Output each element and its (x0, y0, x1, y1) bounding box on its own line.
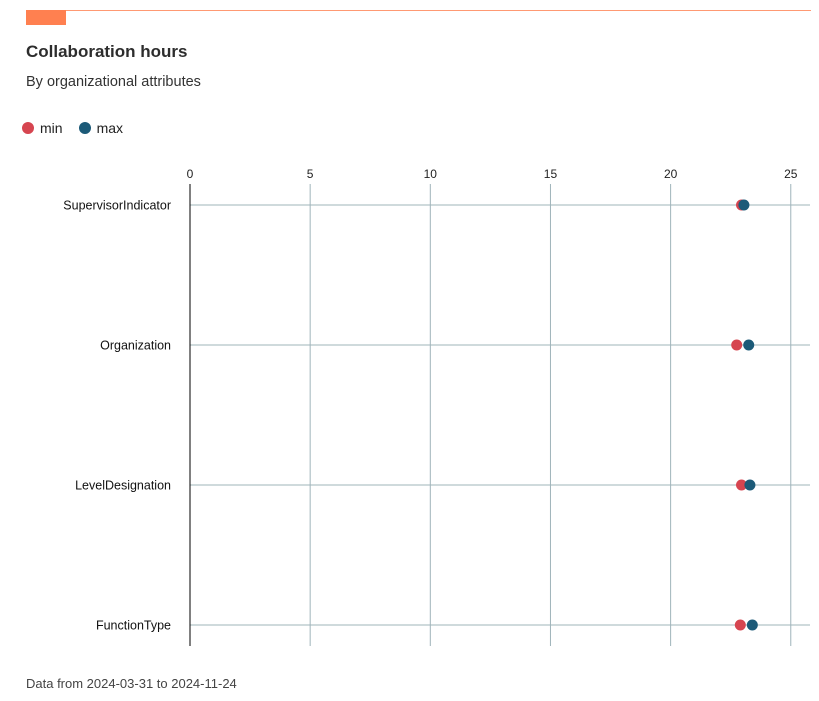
x-tick-label-20: 20 (664, 167, 678, 181)
legend: min max (22, 120, 123, 136)
point-max-3 (746, 619, 758, 631)
point-min-3 (734, 619, 746, 631)
legend-item-max[interactable]: max (78, 120, 124, 136)
point-min-1 (731, 339, 743, 351)
category-label-3: FunctionType (96, 619, 171, 633)
x-tick-label-0: 0 (187, 167, 194, 181)
category-label-2: LevelDesignation (75, 479, 171, 493)
legend-label-max: max (96, 120, 124, 136)
point-max-0 (738, 199, 750, 211)
legend-dot-min (22, 122, 34, 134)
category-label-0: SupervisorIndicator (63, 199, 171, 213)
header-accent-line (26, 10, 811, 11)
x-tick-label-5: 5 (307, 167, 314, 181)
legend-label-min: min (40, 120, 63, 136)
legend-dot-max (78, 122, 91, 134)
point-max-2 (744, 479, 756, 491)
x-tick-label-10: 10 (424, 167, 438, 181)
data-range-caption: Data from 2024-03-31 to 2024-11-24 (26, 676, 237, 691)
chart-subtitle: By organizational attributes (26, 74, 201, 90)
point-max-1 (743, 339, 755, 351)
x-tick-label-15: 15 (544, 167, 558, 181)
x-tick-label-25: 25 (784, 167, 798, 181)
category-label-1: Organization (100, 339, 171, 353)
header-accent-bar (26, 10, 66, 25)
point-min-2 (736, 479, 748, 491)
chart-title: Collaboration hours (26, 42, 188, 61)
legend-item-min[interactable]: min (22, 120, 63, 136)
